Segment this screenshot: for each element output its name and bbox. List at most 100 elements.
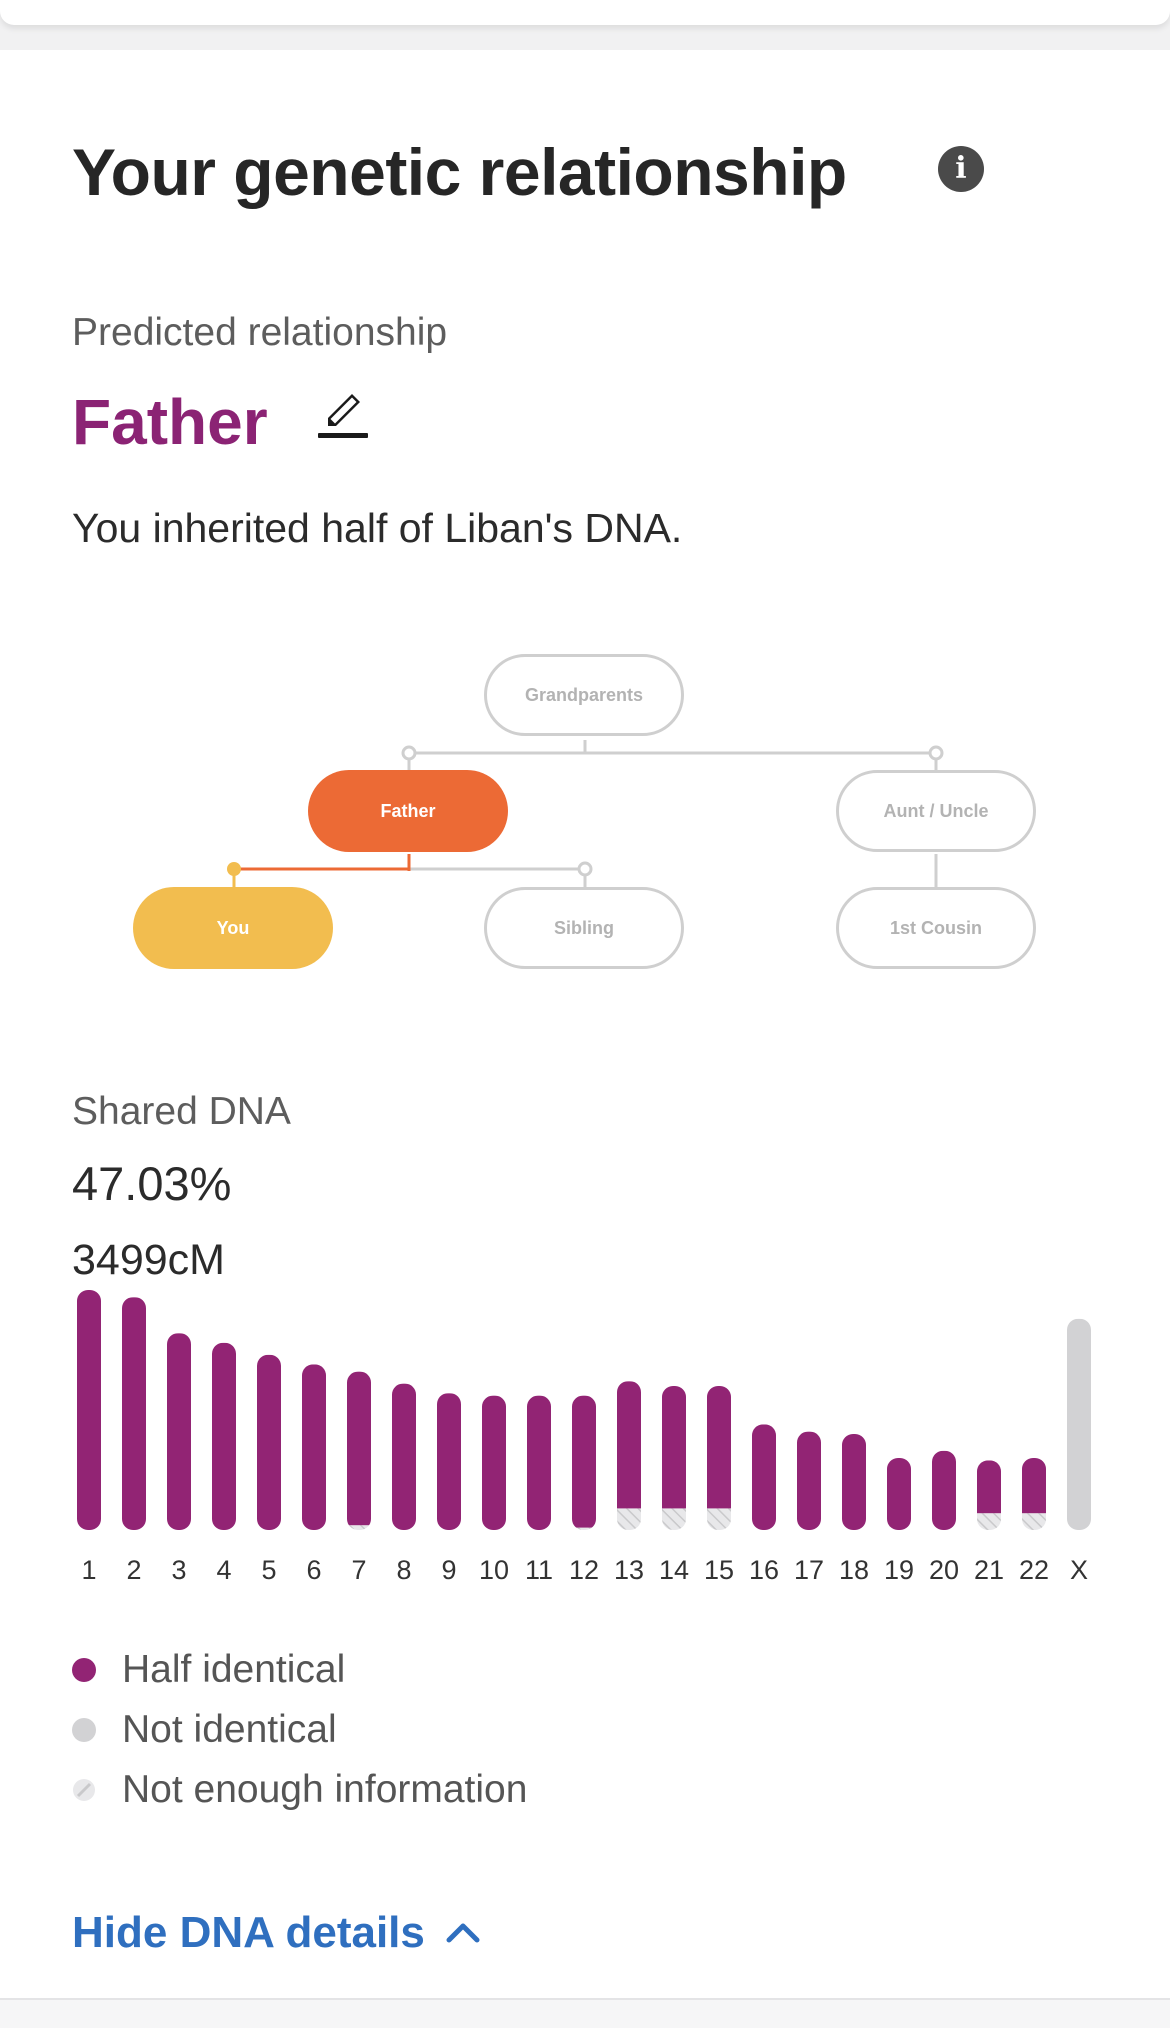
chromosome-label-11: 11	[524, 1555, 554, 1585]
predicted-relationship-value: Father	[72, 386, 268, 458]
bar-segment-half-identical	[572, 1395, 596, 1528]
chromosome-bar-1	[77, 1290, 101, 1530]
legend-item-half-identical: Half identical	[70, 1640, 527, 1700]
legend-label: Not identical	[122, 1708, 337, 1751]
legend-dot-not-identical	[72, 1718, 96, 1742]
chromosome-bar-10	[482, 1395, 506, 1530]
chromosome-bar-chart: 1 2 3 4 5 6 7 8 9 10 11 12 13 14 15 16 17 18 19 20 21 22 X	[0, 1290, 1170, 1600]
chromosome-label-15: 15	[703, 1555, 735, 1585]
bar-segment-half-identical	[437, 1393, 461, 1530]
bar-segment-not-enough-info	[707, 1508, 731, 1530]
bar-segment-half-identical	[77, 1290, 101, 1530]
inheritance-description: You inherited half of Liban's DNA.	[72, 505, 683, 551]
bar-segment-half-identical	[617, 1381, 641, 1509]
chromosome-label-9: 9	[441, 1555, 457, 1585]
bar-segment-not-enough-info	[617, 1508, 641, 1530]
chromosome-label-19: 19	[883, 1555, 915, 1585]
bar-segment-not-enough-info	[572, 1527, 596, 1530]
chevron-up-icon	[446, 1923, 480, 1943]
bar-segment-half-identical	[797, 1431, 821, 1530]
chromosome-bar-12	[572, 1395, 596, 1530]
family-tree-diagram: Grandparents Father Aunt / Uncle You Sib…	[0, 600, 1170, 1020]
chromosome-bar-20	[932, 1450, 956, 1530]
bar-segment-half-identical	[662, 1386, 686, 1509]
card-bottom-divider	[0, 1998, 1170, 2000]
chromosome-bar-17	[797, 1431, 821, 1530]
bar-segment-not-enough-info	[977, 1513, 1001, 1530]
shared-dna-percent: 47.03%	[72, 1157, 232, 1210]
bar-segment-half-identical	[1022, 1458, 1046, 1514]
chromosome-label-2: 2	[126, 1555, 142, 1585]
chromosome-label-X: X	[1069, 1555, 1088, 1585]
chromosome-bar-6	[302, 1364, 326, 1530]
chromosome-label-17: 17	[793, 1555, 825, 1585]
chromosome-label-21: 21	[973, 1555, 1005, 1585]
chromosome-label-8: 8	[396, 1555, 412, 1585]
bar-segment-half-identical	[842, 1434, 866, 1530]
bar-segment-not-identical	[1067, 1318, 1091, 1530]
chromosome-label-16: 16	[748, 1555, 780, 1585]
chromosome-label-12: 12	[568, 1555, 600, 1585]
shared-dna-centimorgans: 3499cM	[72, 1236, 225, 1284]
tree-node-father: Father	[308, 770, 508, 852]
tree-node-grandparents: Grandparents	[484, 654, 684, 736]
bar-segment-not-enough-info	[347, 1525, 371, 1530]
legend-label: Half identical	[122, 1648, 346, 1691]
bar-segment-half-identical	[527, 1395, 551, 1530]
chromosome-bar-22	[1022, 1458, 1046, 1530]
chromosome-label-10: 10	[478, 1555, 510, 1585]
predicted-relationship-label: Predicted relationship	[72, 311, 448, 354]
bar-segment-half-identical	[257, 1354, 281, 1530]
hide-dna-details-label: Hide DNA details	[72, 1908, 425, 1957]
bar-segment-not-enough-info	[1022, 1513, 1046, 1530]
bar-segment-half-identical	[392, 1383, 416, 1530]
tree-node-aunt-uncle: Aunt / Uncle	[836, 770, 1036, 852]
chromosome-label-4: 4	[216, 1555, 232, 1585]
chromosome-bar-19	[887, 1458, 911, 1530]
bar-segment-half-identical	[752, 1424, 776, 1530]
chromosome-bar-15	[707, 1386, 731, 1530]
shared-dna-label: Shared DNA	[72, 1090, 291, 1133]
chromosome-bar-5	[257, 1354, 281, 1530]
chromosome-label-3: 3	[171, 1555, 187, 1585]
section-title: Your genetic relationship	[72, 135, 847, 209]
chromosome-bar-18	[842, 1434, 866, 1530]
chromosome-bar-2	[122, 1297, 146, 1530]
bottom-background-strip	[0, 2000, 1170, 2028]
bar-segment-half-identical	[932, 1450, 956, 1530]
tree-node-1st-cousin: 1st Cousin	[836, 887, 1036, 969]
bar-segment-half-identical	[482, 1395, 506, 1530]
bar-segment-half-identical	[347, 1371, 371, 1526]
chromosome-bar-9	[437, 1393, 461, 1530]
chromosome-label-7: 7	[351, 1555, 367, 1585]
chromosome-bar-X	[1067, 1318, 1091, 1530]
chromosome-label-13: 13	[613, 1555, 645, 1585]
bar-segment-not-enough-info	[662, 1508, 686, 1530]
pencil-icon[interactable]	[314, 386, 372, 444]
tree-connectors	[227, 740, 944, 888]
bar-segment-half-identical	[707, 1386, 731, 1509]
bar-segment-half-identical	[167, 1333, 191, 1530]
chromosome-bar-16	[752, 1424, 776, 1530]
bar-segment-half-identical	[302, 1364, 326, 1530]
bar-segment-half-identical	[887, 1458, 911, 1530]
chromosome-bar-21	[977, 1460, 1001, 1530]
info-icon[interactable]: i	[938, 146, 984, 192]
tree-node-you: You	[133, 887, 333, 969]
chromosome-bar-8	[392, 1383, 416, 1530]
chromosome-label-1: 1	[81, 1555, 97, 1585]
bar-segment-half-identical	[977, 1460, 1001, 1514]
chromosome-label-18: 18	[838, 1555, 870, 1585]
chart-legend: Half identical Not identical Not enough …	[70, 1640, 527, 1820]
genetic-relationship-card	[0, 50, 1170, 2000]
chromosome-label-22: 22	[1018, 1555, 1050, 1585]
chromosome-bar-4	[212, 1342, 236, 1530]
chromosome-label-6: 6	[306, 1555, 322, 1585]
tree-node-sibling: Sibling	[484, 887, 684, 969]
bar-segment-half-identical	[122, 1297, 146, 1530]
chromosome-bar-14	[662, 1386, 686, 1530]
chromosome-label-5: 5	[261, 1555, 277, 1585]
chromosome-bars	[77, 1290, 1091, 1530]
hide-dna-details-link[interactable]: Hide DNA details	[72, 1906, 483, 1960]
chromosome-bar-11	[527, 1395, 551, 1530]
